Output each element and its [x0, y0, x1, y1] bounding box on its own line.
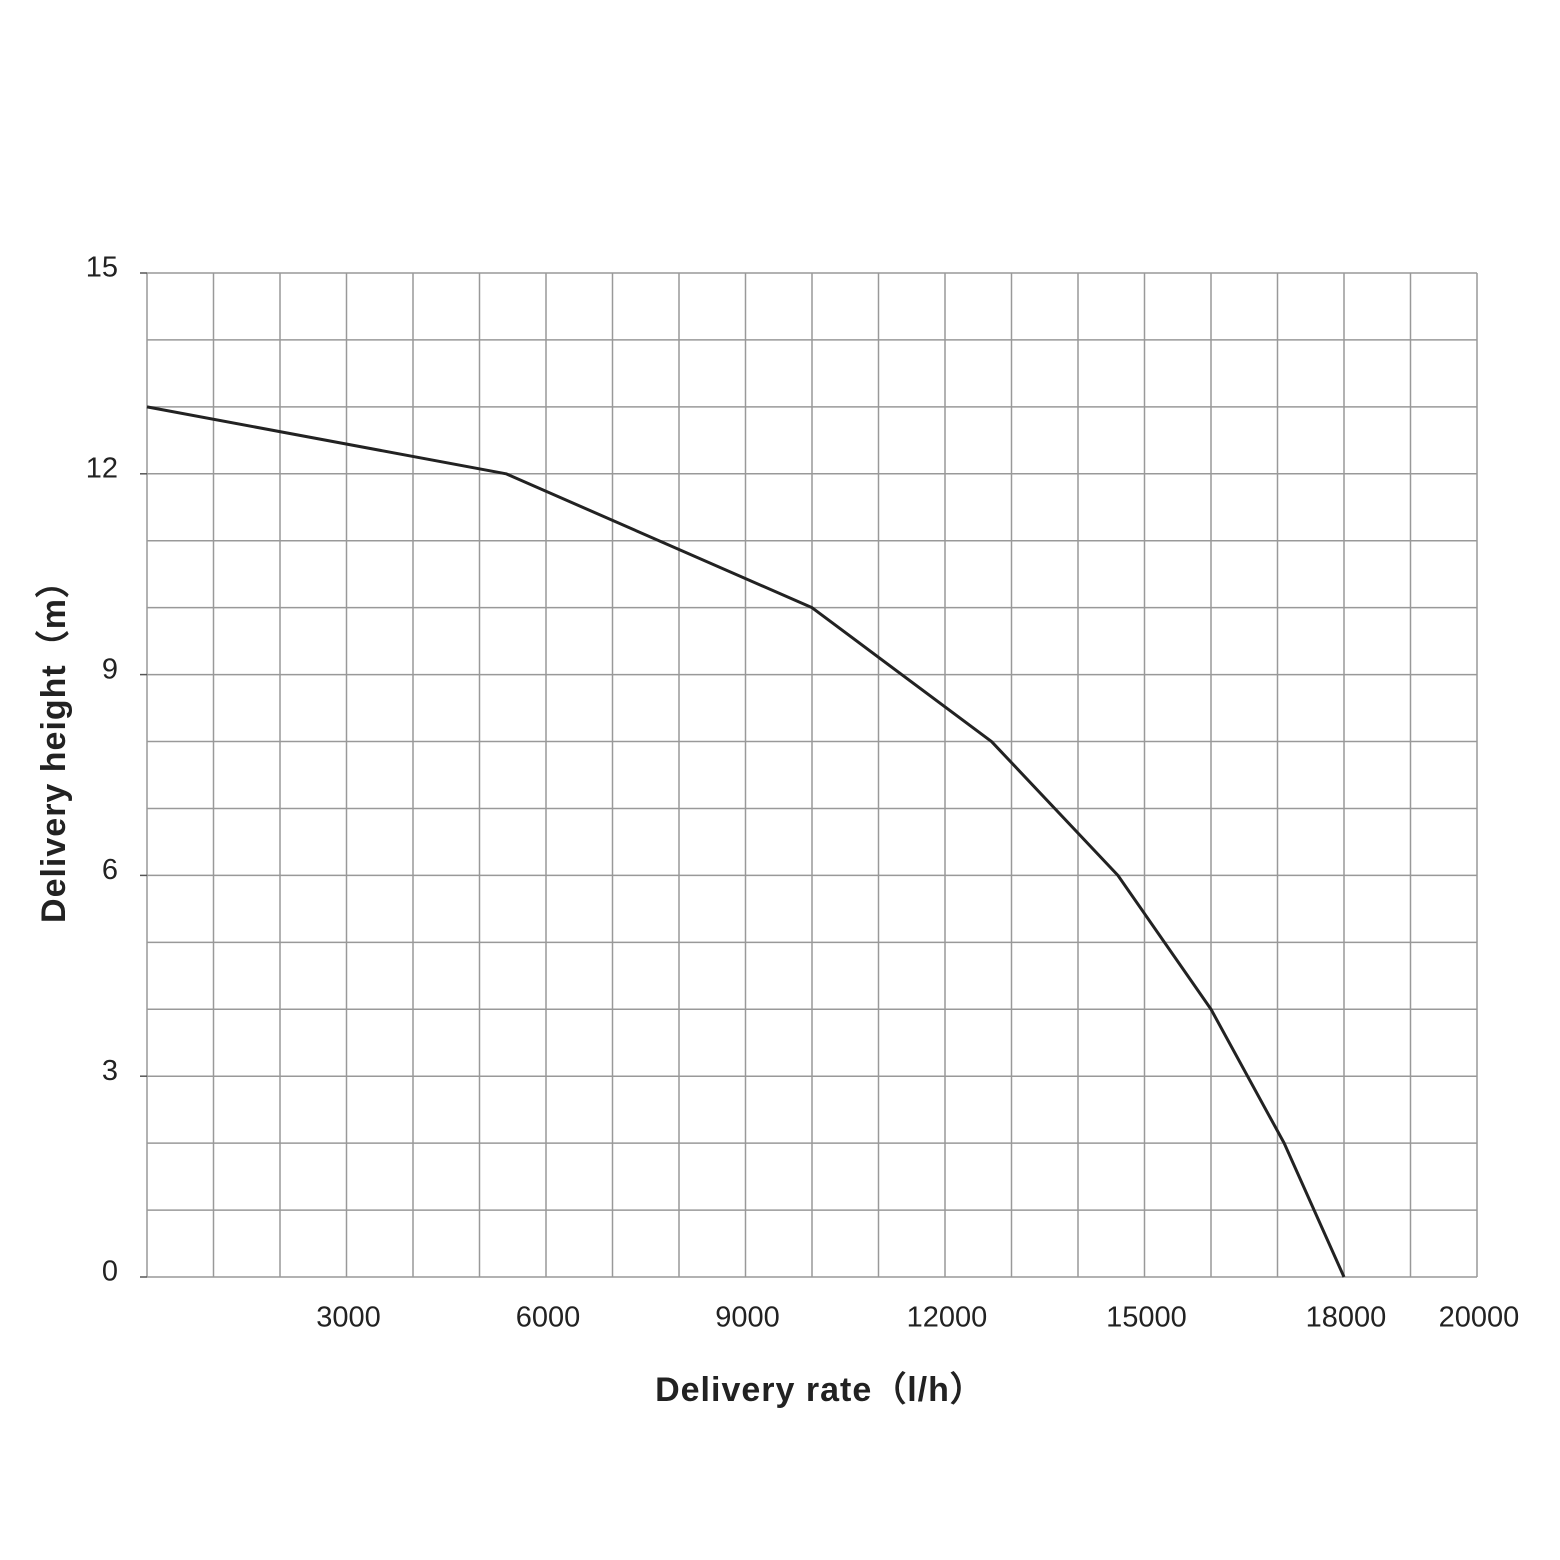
x-tick-label: 20000 [1439, 1302, 1520, 1334]
y-tick-label: 15 [86, 252, 118, 284]
x-tick-label: 6000 [516, 1302, 581, 1334]
x-tick-label: 3000 [316, 1302, 381, 1334]
y-tick-label: 3 [102, 1055, 118, 1087]
x-tick-label: 12000 [907, 1302, 988, 1334]
x-tick-label: 18000 [1306, 1302, 1387, 1334]
x-tick-label: 15000 [1106, 1302, 1187, 1334]
y-tick-label: 6 [102, 854, 118, 886]
curve [146, 405, 1346, 1278]
x-tick-label: 9000 [715, 1302, 780, 1334]
x-axis-label: Delivery rate（l/h） [655, 1370, 985, 1409]
y-tick-label: 0 [102, 1256, 118, 1288]
y-tick-label: 9 [102, 653, 118, 685]
y-axis-label: Delivery height（m） [34, 563, 73, 923]
y-tick-label: 12 [86, 452, 118, 484]
